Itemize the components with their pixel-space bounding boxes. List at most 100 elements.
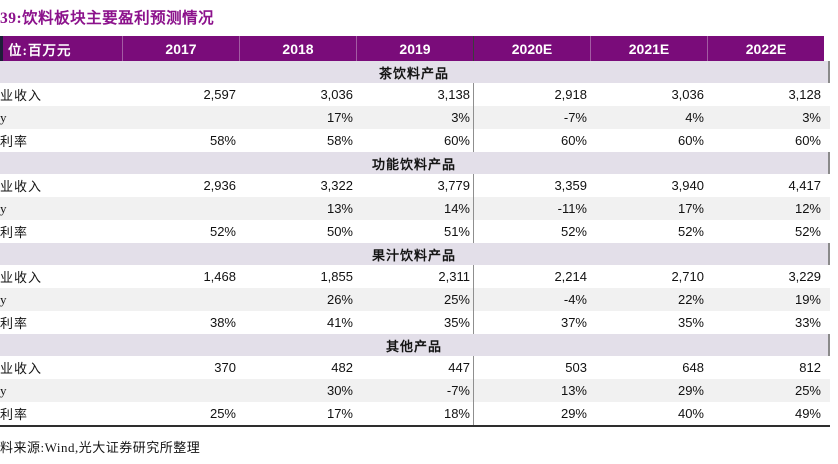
table-row: y 30% -7% 13% 29% 25% <box>0 379 830 402</box>
table-row: y 17% 3% -7% 4% 3% <box>0 106 830 129</box>
value-cell <box>122 379 239 402</box>
value-cell: 812 <box>799 360 821 375</box>
table-header-row: 位:百万元 2017 2018 2019 2020E 2021E 2022E <box>0 36 824 61</box>
value-cell: 1,855 <box>320 269 353 284</box>
row-label: 利率 <box>0 407 29 422</box>
value-cell: 58% <box>209 133 236 148</box>
value-cell: 17% <box>677 201 704 216</box>
col-header-2019: 2019 <box>356 36 473 61</box>
table-row: 利率 25% 17% 18% 29% 40% 49% <box>0 402 830 425</box>
group-header-band: 其他产品 <box>0 334 830 356</box>
value-cell <box>122 288 239 311</box>
table-row: 业收入 2,597 3,036 3,138 2,918 3,036 3,128 <box>0 83 830 106</box>
group-header-band: 功能饮料产品 <box>0 152 830 174</box>
value-cell: 38% <box>209 315 236 330</box>
value-cell: 370 <box>214 360 236 375</box>
value-cell: 3,138 <box>437 87 470 102</box>
value-cell: 35% <box>677 315 704 330</box>
value-cell: 25% <box>209 406 236 421</box>
row-label: 利率 <box>0 316 29 331</box>
value-cell: 52% <box>209 224 236 239</box>
value-cell: 2,918 <box>473 83 590 106</box>
value-cell: 3% <box>802 110 821 125</box>
value-cell: 52% <box>794 224 821 239</box>
value-cell: 2,710 <box>671 269 704 284</box>
value-cell: 52% <box>677 224 704 239</box>
row-label: 利率 <box>0 134 29 149</box>
value-cell: 13% <box>473 379 590 402</box>
value-cell: 3% <box>451 110 470 125</box>
value-cell: 30% <box>326 383 353 398</box>
value-cell: 1,468 <box>203 269 236 284</box>
value-cell: 29% <box>473 402 590 425</box>
value-cell: 3,128 <box>788 87 821 102</box>
value-cell: 58% <box>326 133 353 148</box>
value-cell: 35% <box>443 315 470 330</box>
value-cell: 51% <box>443 224 470 239</box>
value-cell: 17% <box>326 110 353 125</box>
row-label: y <box>0 200 8 216</box>
unit-label-cell: 位:百万元 <box>8 42 72 58</box>
value-cell: 648 <box>682 360 704 375</box>
value-cell: 3,036 <box>671 87 704 102</box>
value-cell: 19% <box>794 292 821 307</box>
value-cell: 14% <box>443 201 470 216</box>
table-row: y 26% 25% -4% 22% 19% <box>0 288 830 311</box>
value-cell <box>122 106 239 129</box>
value-cell: 41% <box>326 315 353 330</box>
value-cell: 22% <box>677 292 704 307</box>
value-cell: 29% <box>677 383 704 398</box>
forecast-table: 位:百万元 2017 2018 2019 2020E 2021E 2022E 茶… <box>0 36 838 427</box>
value-cell: 3,036 <box>320 87 353 102</box>
report-page: 39:饮料板块主要盈利预测情况 位:百万元 2017 2018 2019 202… <box>0 6 838 464</box>
row-label: 业收入 <box>0 88 43 103</box>
table-row: 业收入 370 482 447 503 648 812 <box>0 356 830 379</box>
value-cell: 2,214 <box>473 265 590 288</box>
table-row: 利率 58% 58% 60% 60% 60% 60% <box>0 129 830 152</box>
value-cell: 3,940 <box>671 178 704 193</box>
value-cell: 3,322 <box>320 178 353 193</box>
row-label: 利率 <box>0 225 29 240</box>
value-cell: 2,936 <box>203 178 236 193</box>
value-cell: 60% <box>677 133 704 148</box>
value-cell: 18% <box>443 406 470 421</box>
value-cell <box>122 197 239 220</box>
value-cell: -7% <box>473 106 590 129</box>
row-label: y <box>0 382 8 398</box>
row-label: y <box>0 291 8 307</box>
value-cell: 2,597 <box>203 87 236 102</box>
value-cell: 13% <box>326 201 353 216</box>
value-cell: 26% <box>326 292 353 307</box>
table-row: 业收入 2,936 3,322 3,779 3,359 3,940 4,417 <box>0 174 830 197</box>
col-header-2020e: 2020E <box>473 36 590 61</box>
value-cell: 3,779 <box>437 178 470 193</box>
value-cell: 4,417 <box>788 178 821 193</box>
row-label: 业收入 <box>0 361 43 376</box>
value-cell: 49% <box>794 406 821 421</box>
value-cell: -7% <box>446 383 470 398</box>
value-cell: 17% <box>326 406 353 421</box>
value-cell: 482 <box>331 360 353 375</box>
value-cell: 37% <box>473 311 590 334</box>
table-row: 利率 38% 41% 35% 37% 35% 33% <box>0 311 830 334</box>
table-row: y 13% 14% -11% 17% 12% <box>0 197 830 220</box>
value-cell: 4% <box>685 110 704 125</box>
value-cell: 12% <box>794 201 821 216</box>
value-cell: 60% <box>443 133 470 148</box>
value-cell: 2,311 <box>438 269 470 284</box>
value-cell: 52% <box>473 220 590 243</box>
row-label: y <box>0 109 8 125</box>
col-header-2022e: 2022E <box>707 36 824 61</box>
col-header-2018: 2018 <box>239 36 356 61</box>
table-body: 茶饮料产品业收入 2,597 3,036 3,138 2,918 3,036 3,128 y 1… <box>0 61 838 425</box>
value-cell: 60% <box>794 133 821 148</box>
header-left-sliver <box>0 36 3 61</box>
value-cell: 40% <box>677 406 704 421</box>
value-cell: 60% <box>473 129 590 152</box>
col-header-2017: 2017 <box>122 36 239 61</box>
table-row: 利率 52% 50% 51% 52% 52% 52% <box>0 220 830 243</box>
value-cell: 50% <box>326 224 353 239</box>
group-header-band: 茶饮料产品 <box>0 61 830 83</box>
row-label: 业收入 <box>0 270 43 285</box>
value-cell: -11% <box>473 197 590 220</box>
